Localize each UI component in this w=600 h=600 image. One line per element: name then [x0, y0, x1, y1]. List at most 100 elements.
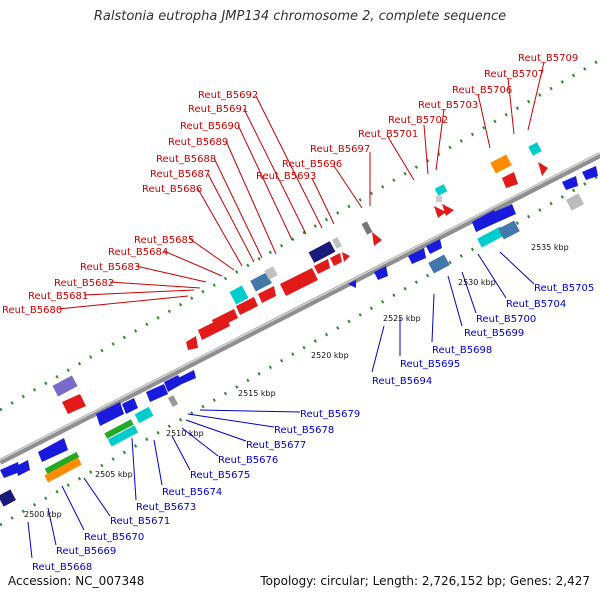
gene-label: Reut_B5690 [180, 121, 240, 132]
gene-box [428, 254, 450, 274]
gene-arrow [582, 166, 598, 180]
gene-label: Reut_B5674 [162, 487, 222, 498]
gene-label: Reut_B5707 [484, 69, 544, 80]
leader-line [243, 108, 307, 235]
gene-label: Reut_B5697 [310, 144, 370, 155]
gene-label: Reut_B5669 [56, 546, 116, 557]
gene-label: Reut_B5693 [256, 171, 316, 182]
leader-line [431, 293, 435, 343]
gene-label: Reut_B5683 [80, 262, 140, 273]
gene-box [434, 184, 448, 196]
gene-arrow [442, 204, 454, 216]
gene-label: Reut_B5682 [54, 278, 114, 289]
leader-line [333, 165, 363, 209]
leader-line [109, 281, 201, 289]
gene-label: Reut_B5696 [282, 159, 342, 170]
gene-box [436, 196, 442, 202]
kbp-label: 2525 kbp [383, 314, 421, 323]
leader-line [507, 77, 515, 135]
gene-label: Reut_B5709 [518, 53, 578, 64]
gene-arrow [0, 462, 20, 478]
gene-box [250, 272, 272, 292]
gene-label: Reut_B5691 [188, 104, 248, 115]
leader-line [163, 250, 223, 277]
gene-box [0, 489, 16, 507]
topology-summary: Topology: circular; Length: 2,726,152 bp… [260, 574, 590, 588]
gene-label: Reut_B5684 [108, 247, 168, 258]
chromosome-backbone [0, 152, 600, 465]
leader-line [527, 61, 545, 131]
leader-line [311, 177, 335, 225]
gene-box [168, 395, 178, 407]
leader-line [197, 188, 243, 267]
map-title: Ralstonia eutropha JMP134 chromosome 2, … [93, 9, 507, 24]
gene-label: Reut_B5685 [134, 235, 194, 246]
gene-arrow [186, 336, 198, 350]
kbp-label: 2520 kbp [311, 351, 349, 360]
leader-line [27, 521, 33, 559]
gene-arrow [178, 370, 196, 384]
gene-label: Reut_B5686 [142, 184, 202, 195]
leader-line [83, 289, 195, 296]
gene-arrow [38, 438, 68, 462]
gene-label: Reut_B5668 [32, 562, 92, 573]
leader-line [83, 477, 111, 517]
gene-label: Reut_B5675 [190, 470, 250, 481]
gene-label: Reut_B5698 [432, 345, 492, 356]
gene-label: Reut_B5705 [534, 283, 594, 294]
gene-arrow [146, 384, 168, 402]
leader-line [187, 413, 275, 428]
gene-label: Reut_B5676 [218, 455, 278, 466]
gene-arrow [236, 297, 258, 315]
gene-arrow [16, 460, 30, 476]
gene-label: Reut_B5680 [2, 305, 62, 316]
gene-label: Reut_B5695 [400, 359, 460, 370]
gene-box [229, 285, 249, 305]
gene-box [477, 226, 505, 248]
bottom-gene-labels: Reut_B5668 Reut_B5669 Reut_B5670 Reut_B5… [27, 251, 594, 573]
gene-arrow [408, 248, 426, 264]
gene-label: Reut_B5699 [464, 328, 524, 339]
leader-line [171, 435, 191, 471]
gene-box [44, 457, 82, 483]
gene-arrow [374, 266, 388, 280]
gene-label: Reut_B5671 [110, 516, 170, 527]
leader-line [225, 140, 277, 255]
leader-line [131, 437, 137, 501]
kbp-label: 2500 kbp [24, 510, 62, 519]
gene-arrow [502, 172, 518, 188]
gene-arrow [342, 252, 350, 262]
gene-box [264, 266, 278, 280]
leader-line [47, 507, 57, 546]
kbp-label: 2505 kbp [95, 470, 133, 479]
gene-arrow [426, 239, 442, 254]
kbp-label: 2535 kbp [531, 243, 569, 252]
gene-arrow [472, 210, 498, 232]
gene-box [566, 193, 584, 211]
kbp-label: 2515 kbp [238, 389, 276, 398]
accession-text: Accession: NC_007348 [8, 574, 145, 588]
gene-box [490, 154, 512, 174]
leader-line [435, 108, 445, 171]
gene-arrow [538, 162, 548, 176]
gene-box [52, 375, 78, 397]
gene-label: Reut_B5670 [84, 532, 144, 543]
gene-label: Reut_B5688 [156, 154, 216, 165]
gene-arrow [562, 176, 578, 190]
leader-line [477, 93, 491, 149]
kbp-label: 2510 kbp [166, 429, 204, 438]
gene-label: Reut_B5701 [358, 129, 418, 140]
forward-genes [52, 142, 548, 414]
gene-box [44, 451, 80, 475]
gene-arrow [494, 204, 516, 222]
gene-label: Reut_B5681 [28, 291, 88, 302]
gene-label: Reut_B5679 [300, 409, 360, 420]
reverse-genes [0, 166, 598, 507]
gene-box [528, 142, 542, 156]
gene-arrow [212, 309, 238, 329]
top-gene-labels: Reut_B5680 Reut_B5681 Reut_B5682 Reut_B5… [2, 53, 578, 316]
leader-line [237, 124, 293, 241]
gene-label: Reut_B5678 [274, 425, 334, 436]
gene-arrow [164, 375, 182, 392]
gene-label: Reut_B5687 [150, 169, 210, 180]
